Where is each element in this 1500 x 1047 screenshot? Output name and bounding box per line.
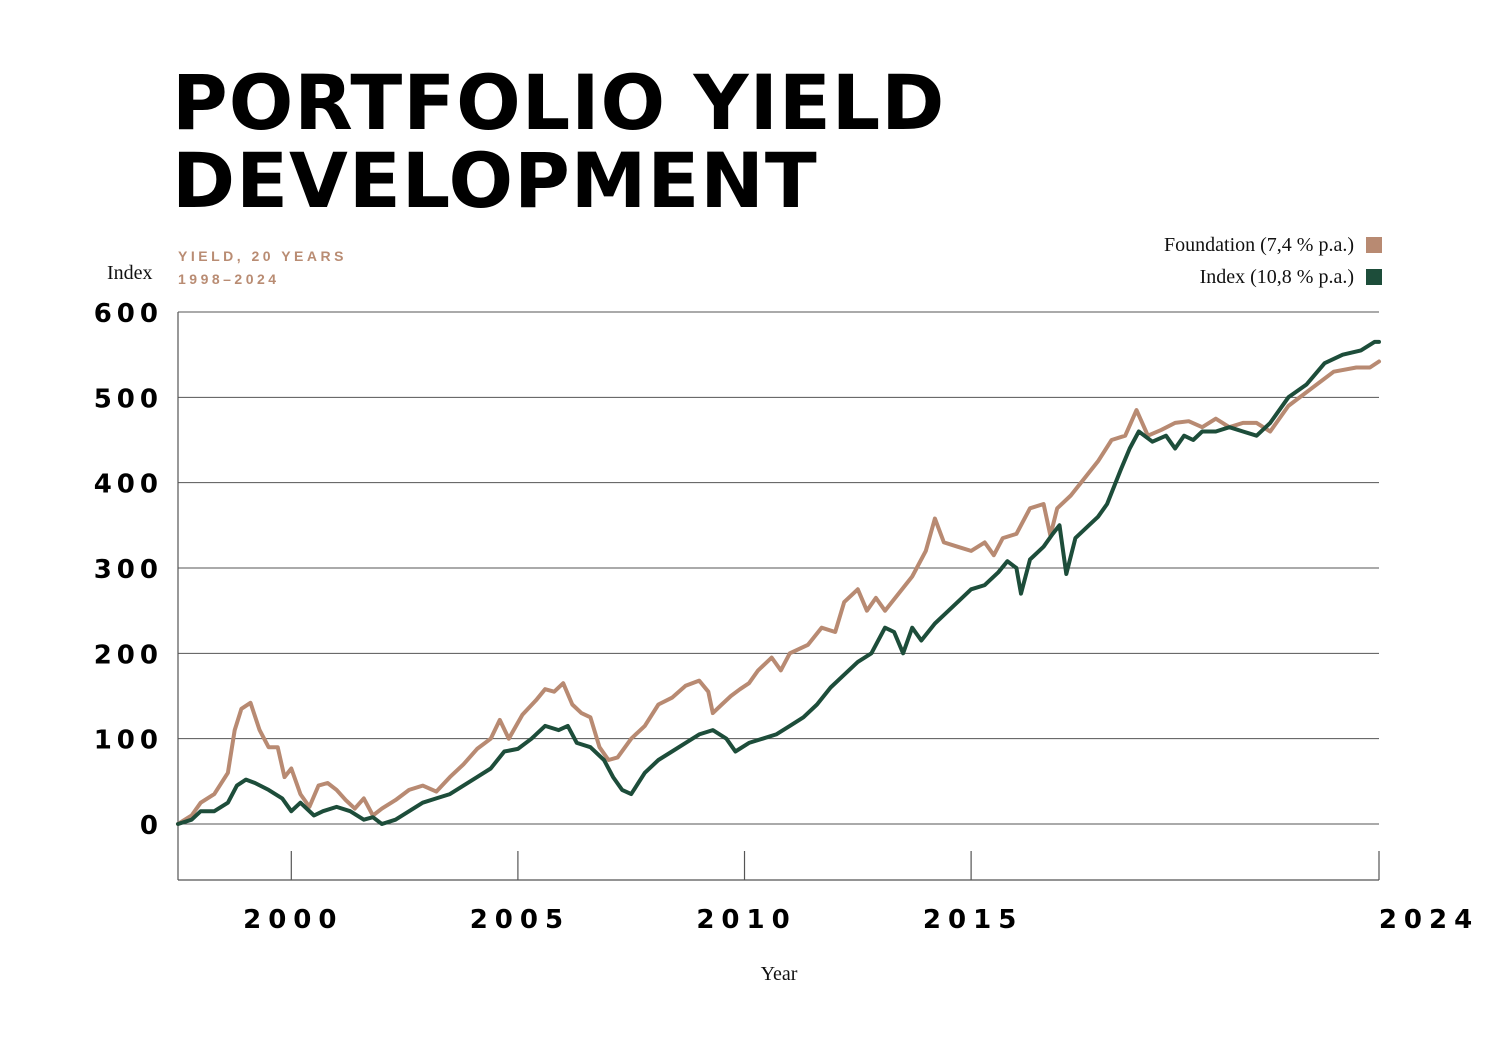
legend-label-foundation: Foundation (7,4 % p.a.) <box>1164 233 1354 256</box>
series-line-foundation <box>176 359 1381 826</box>
legend-item-foundation: Foundation (7,4 % p.a.) <box>1164 229 1382 261</box>
x-tick-label-2010: 2010 <box>696 905 796 935</box>
chart-subtitle: YIELD, 20 YEARS 1998–2024 <box>178 245 347 291</box>
y-axis-ticks: 0 100 200 300 400 500 600 <box>94 299 163 841</box>
title-line-2: DEVELOPMENT <box>172 136 818 225</box>
x-tick-label-2005: 2005 <box>470 905 570 935</box>
subtitle-line-2: 1998–2024 <box>178 271 280 287</box>
y-tick-label-300: 300 <box>94 555 163 585</box>
y-tick-label-400: 400 <box>94 470 163 500</box>
title-line-1: PORTFOLIO YIELD <box>172 58 946 147</box>
legend-label-index: Index (10,8 % p.a.) <box>1199 265 1354 288</box>
x-tick-label-2015: 2015 <box>923 905 1023 935</box>
y-axis-label: Index <box>107 262 153 284</box>
x-axis-label: Year <box>761 963 798 985</box>
x-axis-ticks: 2000 2005 2010 2015 2024 <box>243 851 1479 935</box>
legend-item-index: Index (10,8 % p.a.) <box>1164 261 1382 293</box>
subtitle-line-1: YIELD, 20 YEARS <box>178 248 347 264</box>
legend-swatch-foundation <box>1366 237 1382 253</box>
gridlines <box>178 311 1379 825</box>
legend-swatch-index <box>1366 269 1382 285</box>
y-tick-label-100: 100 <box>94 726 163 756</box>
legend: Foundation (7,4 % p.a.) Index (10,8 % p.… <box>1164 229 1382 293</box>
x-tick-label-2000: 2000 <box>243 905 343 935</box>
series-line-index <box>176 339 1381 826</box>
y-tick-label-0: 0 <box>140 811 163 841</box>
y-tick-label-600: 600 <box>94 299 163 329</box>
y-tick-label-200: 200 <box>94 640 163 670</box>
y-tick-label-500: 500 <box>94 384 163 414</box>
x-tick-label-2024: 2024 <box>1379 905 1479 935</box>
series-lines <box>176 339 1381 826</box>
axes <box>177 312 1379 881</box>
chart-title: PORTFOLIO YIELD DEVELOPMENT <box>172 64 945 220</box>
